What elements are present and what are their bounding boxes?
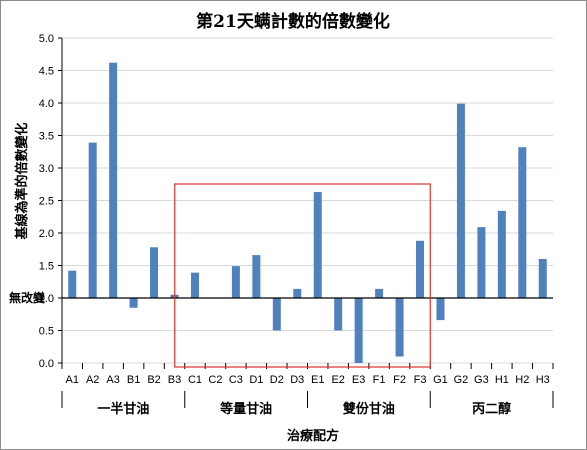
x-axis-label: 治療配方 — [287, 428, 339, 444]
y-axis-ticks: 0.0 0.5 1.0 1.5 2.0 2.5 3.0 3.5 4.0 4.5 5.0 — [39, 33, 54, 370]
y-tick-label: 1.5 — [39, 261, 54, 273]
x-tick-label: A3 — [106, 374, 119, 386]
bar-D3 — [293, 288, 302, 298]
x-tick-label: B2 — [147, 374, 160, 386]
group-label: 雙份甘油 — [343, 401, 395, 417]
x-tick-label: G2 — [454, 374, 469, 386]
bar-D1 — [252, 255, 261, 298]
x-tick-label: G1 — [433, 374, 448, 386]
highlight-box — [174, 183, 431, 368]
y-axis-label: 基線為準的倍數變化 — [14, 122, 30, 240]
x-tick-label: D1 — [249, 374, 263, 386]
x-tick-label: F2 — [393, 374, 406, 386]
x-tick-label: G3 — [474, 374, 489, 386]
gridlines — [62, 37, 553, 364]
x-tick-label: H1 — [495, 374, 509, 386]
y-tick-label: 1.0 — [39, 293, 54, 305]
baseline-label: 無改變 — [9, 290, 46, 305]
bar-A1 — [68, 270, 77, 298]
bar-E1 — [313, 192, 322, 298]
x-tick-label: C3 — [229, 374, 243, 386]
group-label: 一半甘油 — [97, 401, 149, 417]
bar-C1 — [190, 272, 199, 298]
bar-E3 — [354, 298, 363, 363]
y-tick-label: 0.5 — [39, 326, 54, 338]
x-tick-label: A2 — [86, 374, 99, 386]
x-tick-label: E2 — [331, 374, 344, 386]
y-tick-label: 5.0 — [39, 33, 54, 45]
x-tick-label: H2 — [515, 374, 529, 386]
bar-B2 — [150, 247, 159, 298]
y-tick-label: 2.5 — [39, 196, 54, 208]
x-tick-label: B3 — [168, 374, 181, 386]
x-tick-label: D3 — [290, 374, 304, 386]
x-tick-label: C1 — [188, 374, 202, 386]
x-tick-label: E3 — [352, 374, 365, 386]
chart-title: 第21天螨計數的倍數變化 — [196, 11, 390, 32]
x-tick-label: E1 — [311, 374, 324, 386]
x-tick-label: F1 — [373, 374, 386, 386]
group-label: 等量甘油 — [219, 401, 272, 417]
x-tick-label: C2 — [208, 374, 222, 386]
bar-H3 — [538, 259, 547, 298]
y-tick-label: 4.5 — [39, 66, 54, 78]
bar-D2 — [272, 298, 281, 331]
bar-B1 — [129, 298, 138, 308]
x-tick-label: B1 — [127, 374, 140, 386]
bar-G1 — [436, 298, 445, 321]
group-label: 丙二醇 — [472, 401, 511, 417]
x-tick-label: H3 — [536, 374, 550, 386]
bar-E2 — [334, 298, 343, 331]
bar-F2 — [395, 298, 404, 357]
x-tick-label: A1 — [65, 374, 78, 386]
y-tick-label: 2.0 — [39, 228, 54, 240]
bar-G3 — [477, 227, 486, 298]
y-tick-label: 0.0 — [39, 358, 54, 370]
x-tick-label: F3 — [414, 374, 427, 386]
category-groups: 一半甘油 等量甘油 雙份甘油 丙二醇 — [61, 391, 554, 417]
y-tick-label: 3.0 — [39, 163, 54, 175]
bar-A2 — [88, 142, 97, 298]
axes — [58, 37, 554, 369]
bar-H2 — [518, 147, 527, 298]
x-tick-label: D2 — [270, 374, 284, 386]
y-tick-label: 3.5 — [39, 131, 54, 143]
bar-F3 — [416, 240, 425, 298]
bar-H1 — [497, 210, 506, 298]
bar-A3 — [109, 62, 118, 299]
x-axis-ticks: A1 A2 A3 B1 B2 B3 C1 C2 C3 D1 D2 D3 E1 E2 E3 F1 F2 F3 G1 G2… — [65, 374, 549, 386]
bar-C3 — [231, 266, 240, 298]
y-tick-label: 4.0 — [39, 98, 54, 110]
bars — [68, 62, 547, 363]
bar-F1 — [375, 288, 384, 298]
bar-G2 — [456, 103, 465, 299]
